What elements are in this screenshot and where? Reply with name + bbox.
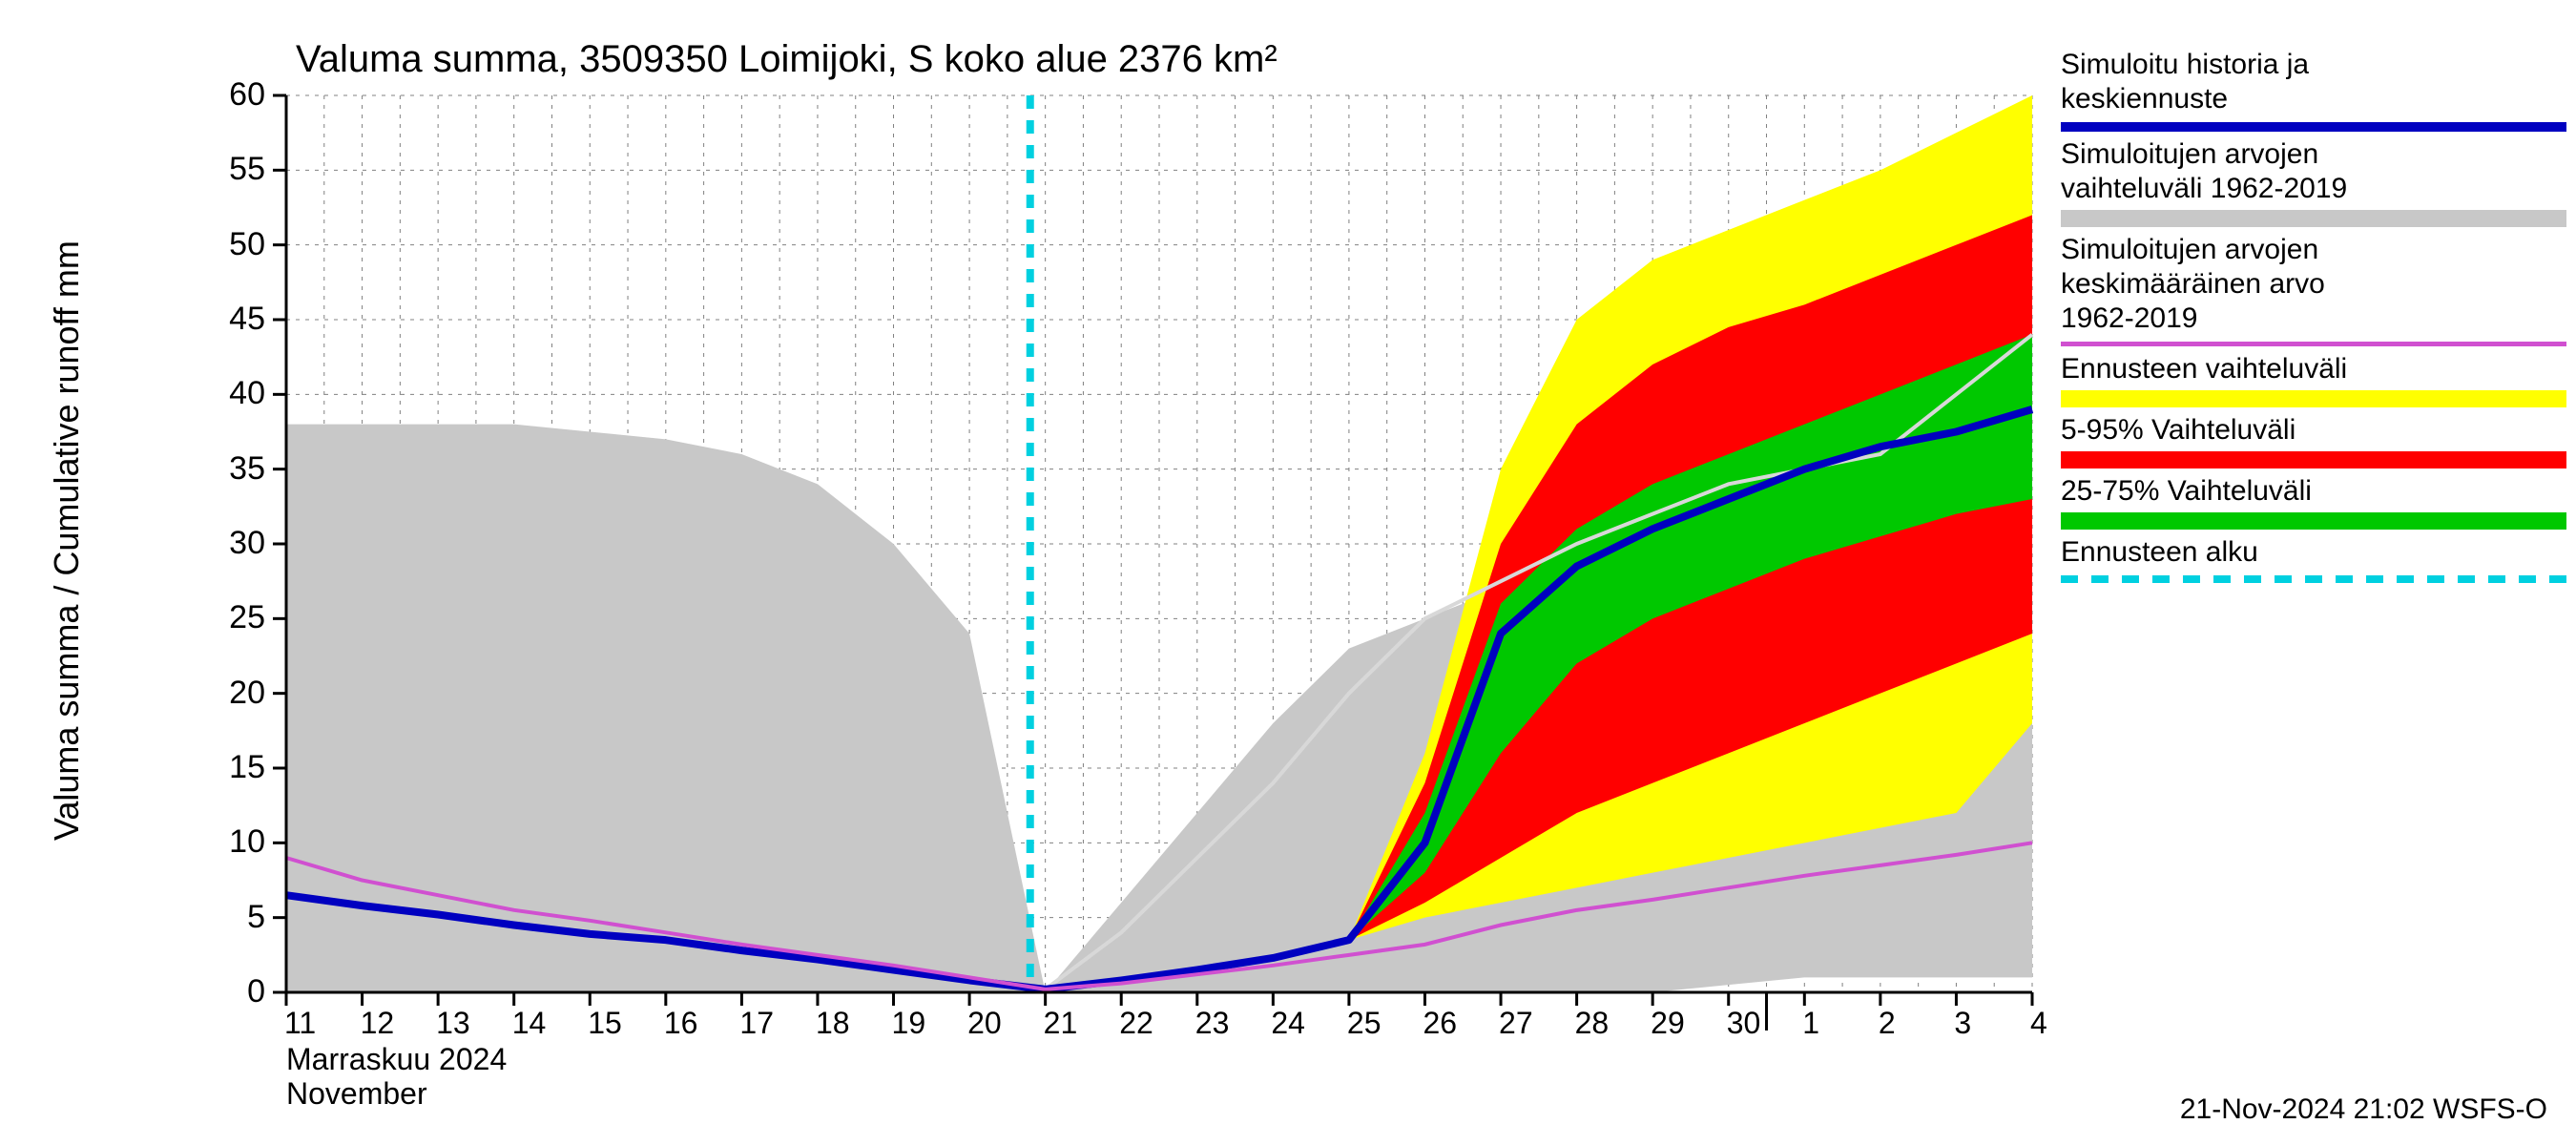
legend-label: Simuloitu historia ja keskiennuste bbox=[2061, 48, 2566, 116]
legend-label: Ennusteen vaihteluväli bbox=[2061, 352, 2566, 386]
y-tick-label: 10 bbox=[229, 823, 265, 861]
legend-swatch bbox=[2061, 451, 2566, 468]
x-tick-label: 28 bbox=[1575, 1006, 1610, 1041]
x-tick-label: 1 bbox=[1802, 1006, 1819, 1041]
x-tick-label: 21 bbox=[1044, 1006, 1078, 1041]
x-tick-label: 18 bbox=[816, 1006, 850, 1041]
y-tick-label: 30 bbox=[229, 525, 265, 562]
y-tick-label: 40 bbox=[229, 375, 265, 412]
legend-item: 25-75% Vaihteluväli bbox=[2061, 474, 2566, 530]
y-tick-label: 20 bbox=[229, 675, 265, 712]
legend-item: Simuloitu historia ja keskiennuste bbox=[2061, 48, 2566, 132]
x-tick-label: 11 bbox=[284, 1006, 316, 1041]
legend-swatch bbox=[2061, 122, 2566, 132]
x-tick-label: 16 bbox=[664, 1006, 698, 1041]
x-tick-label: 20 bbox=[967, 1006, 1002, 1041]
legend-item: Ennusteen vaihteluväli bbox=[2061, 352, 2566, 407]
legend-item: Simuloitujen arvojen vaihteluväli 1962-2… bbox=[2061, 137, 2566, 227]
y-tick-label: 5 bbox=[247, 899, 265, 936]
x-tick-label: 27 bbox=[1499, 1006, 1533, 1041]
x-tick-label: 22 bbox=[1119, 1006, 1153, 1041]
legend-item: 5-95% Vaihteluväli bbox=[2061, 413, 2566, 468]
footer-text: 21-Nov-2024 21:02 WSFS-O bbox=[2180, 1093, 2547, 1126]
legend-label: Simuloitujen arvojen keskimääräinen arvo… bbox=[2061, 233, 2566, 336]
x-tick-label: 13 bbox=[436, 1006, 470, 1041]
x-tick-label: 12 bbox=[361, 1006, 395, 1041]
y-tick-label: 15 bbox=[229, 749, 265, 786]
x-month-label-2: November bbox=[286, 1076, 427, 1112]
y-tick-label: 25 bbox=[229, 599, 265, 636]
y-tick-label: 50 bbox=[229, 226, 265, 263]
x-tick-label: 2 bbox=[1879, 1006, 1896, 1041]
legend-swatch bbox=[2061, 210, 2566, 227]
legend-swatch bbox=[2061, 390, 2566, 407]
y-tick-label: 35 bbox=[229, 450, 265, 488]
chart-container: Valuma summa, 3509350 Loimijoki, S koko … bbox=[0, 0, 2576, 1145]
y-tick-label: 0 bbox=[247, 973, 265, 1010]
x-tick-label: 26 bbox=[1423, 1006, 1457, 1041]
y-tick-label: 60 bbox=[229, 76, 265, 114]
legend-label: Simuloitujen arvojen vaihteluväli 1962-2… bbox=[2061, 137, 2566, 206]
legend-item: Ennusteen alku bbox=[2061, 535, 2566, 583]
legend-label: 25-75% Vaihteluväli bbox=[2061, 474, 2566, 509]
legend-swatch bbox=[2061, 342, 2566, 346]
x-tick-label: 19 bbox=[892, 1006, 926, 1041]
x-tick-label: 23 bbox=[1195, 1006, 1230, 1041]
x-tick-label: 3 bbox=[1954, 1006, 1971, 1041]
x-tick-label: 30 bbox=[1727, 1006, 1761, 1041]
y-tick-label: 55 bbox=[229, 151, 265, 188]
legend-item: Simuloitujen arvojen keskimääräinen arvo… bbox=[2061, 233, 2566, 346]
y-tick-label: 45 bbox=[229, 301, 265, 338]
legend-label: Ennusteen alku bbox=[2061, 535, 2566, 570]
legend-swatch bbox=[2061, 512, 2566, 530]
x-tick-label: 24 bbox=[1271, 1006, 1305, 1041]
x-tick-label: 14 bbox=[512, 1006, 547, 1041]
x-tick-label: 29 bbox=[1651, 1006, 1685, 1041]
legend-swatch bbox=[2061, 575, 2566, 583]
x-month-label-1: Marraskuu 2024 bbox=[286, 1042, 507, 1077]
legend: Simuloitu historia ja keskiennuste Simulo… bbox=[2061, 48, 2566, 589]
x-tick-label: 15 bbox=[588, 1006, 622, 1041]
legend-label: 5-95% Vaihteluväli bbox=[2061, 413, 2566, 448]
x-tick-label: 17 bbox=[739, 1006, 774, 1041]
x-tick-label: 4 bbox=[2030, 1006, 2047, 1041]
x-tick-label: 25 bbox=[1347, 1006, 1381, 1041]
